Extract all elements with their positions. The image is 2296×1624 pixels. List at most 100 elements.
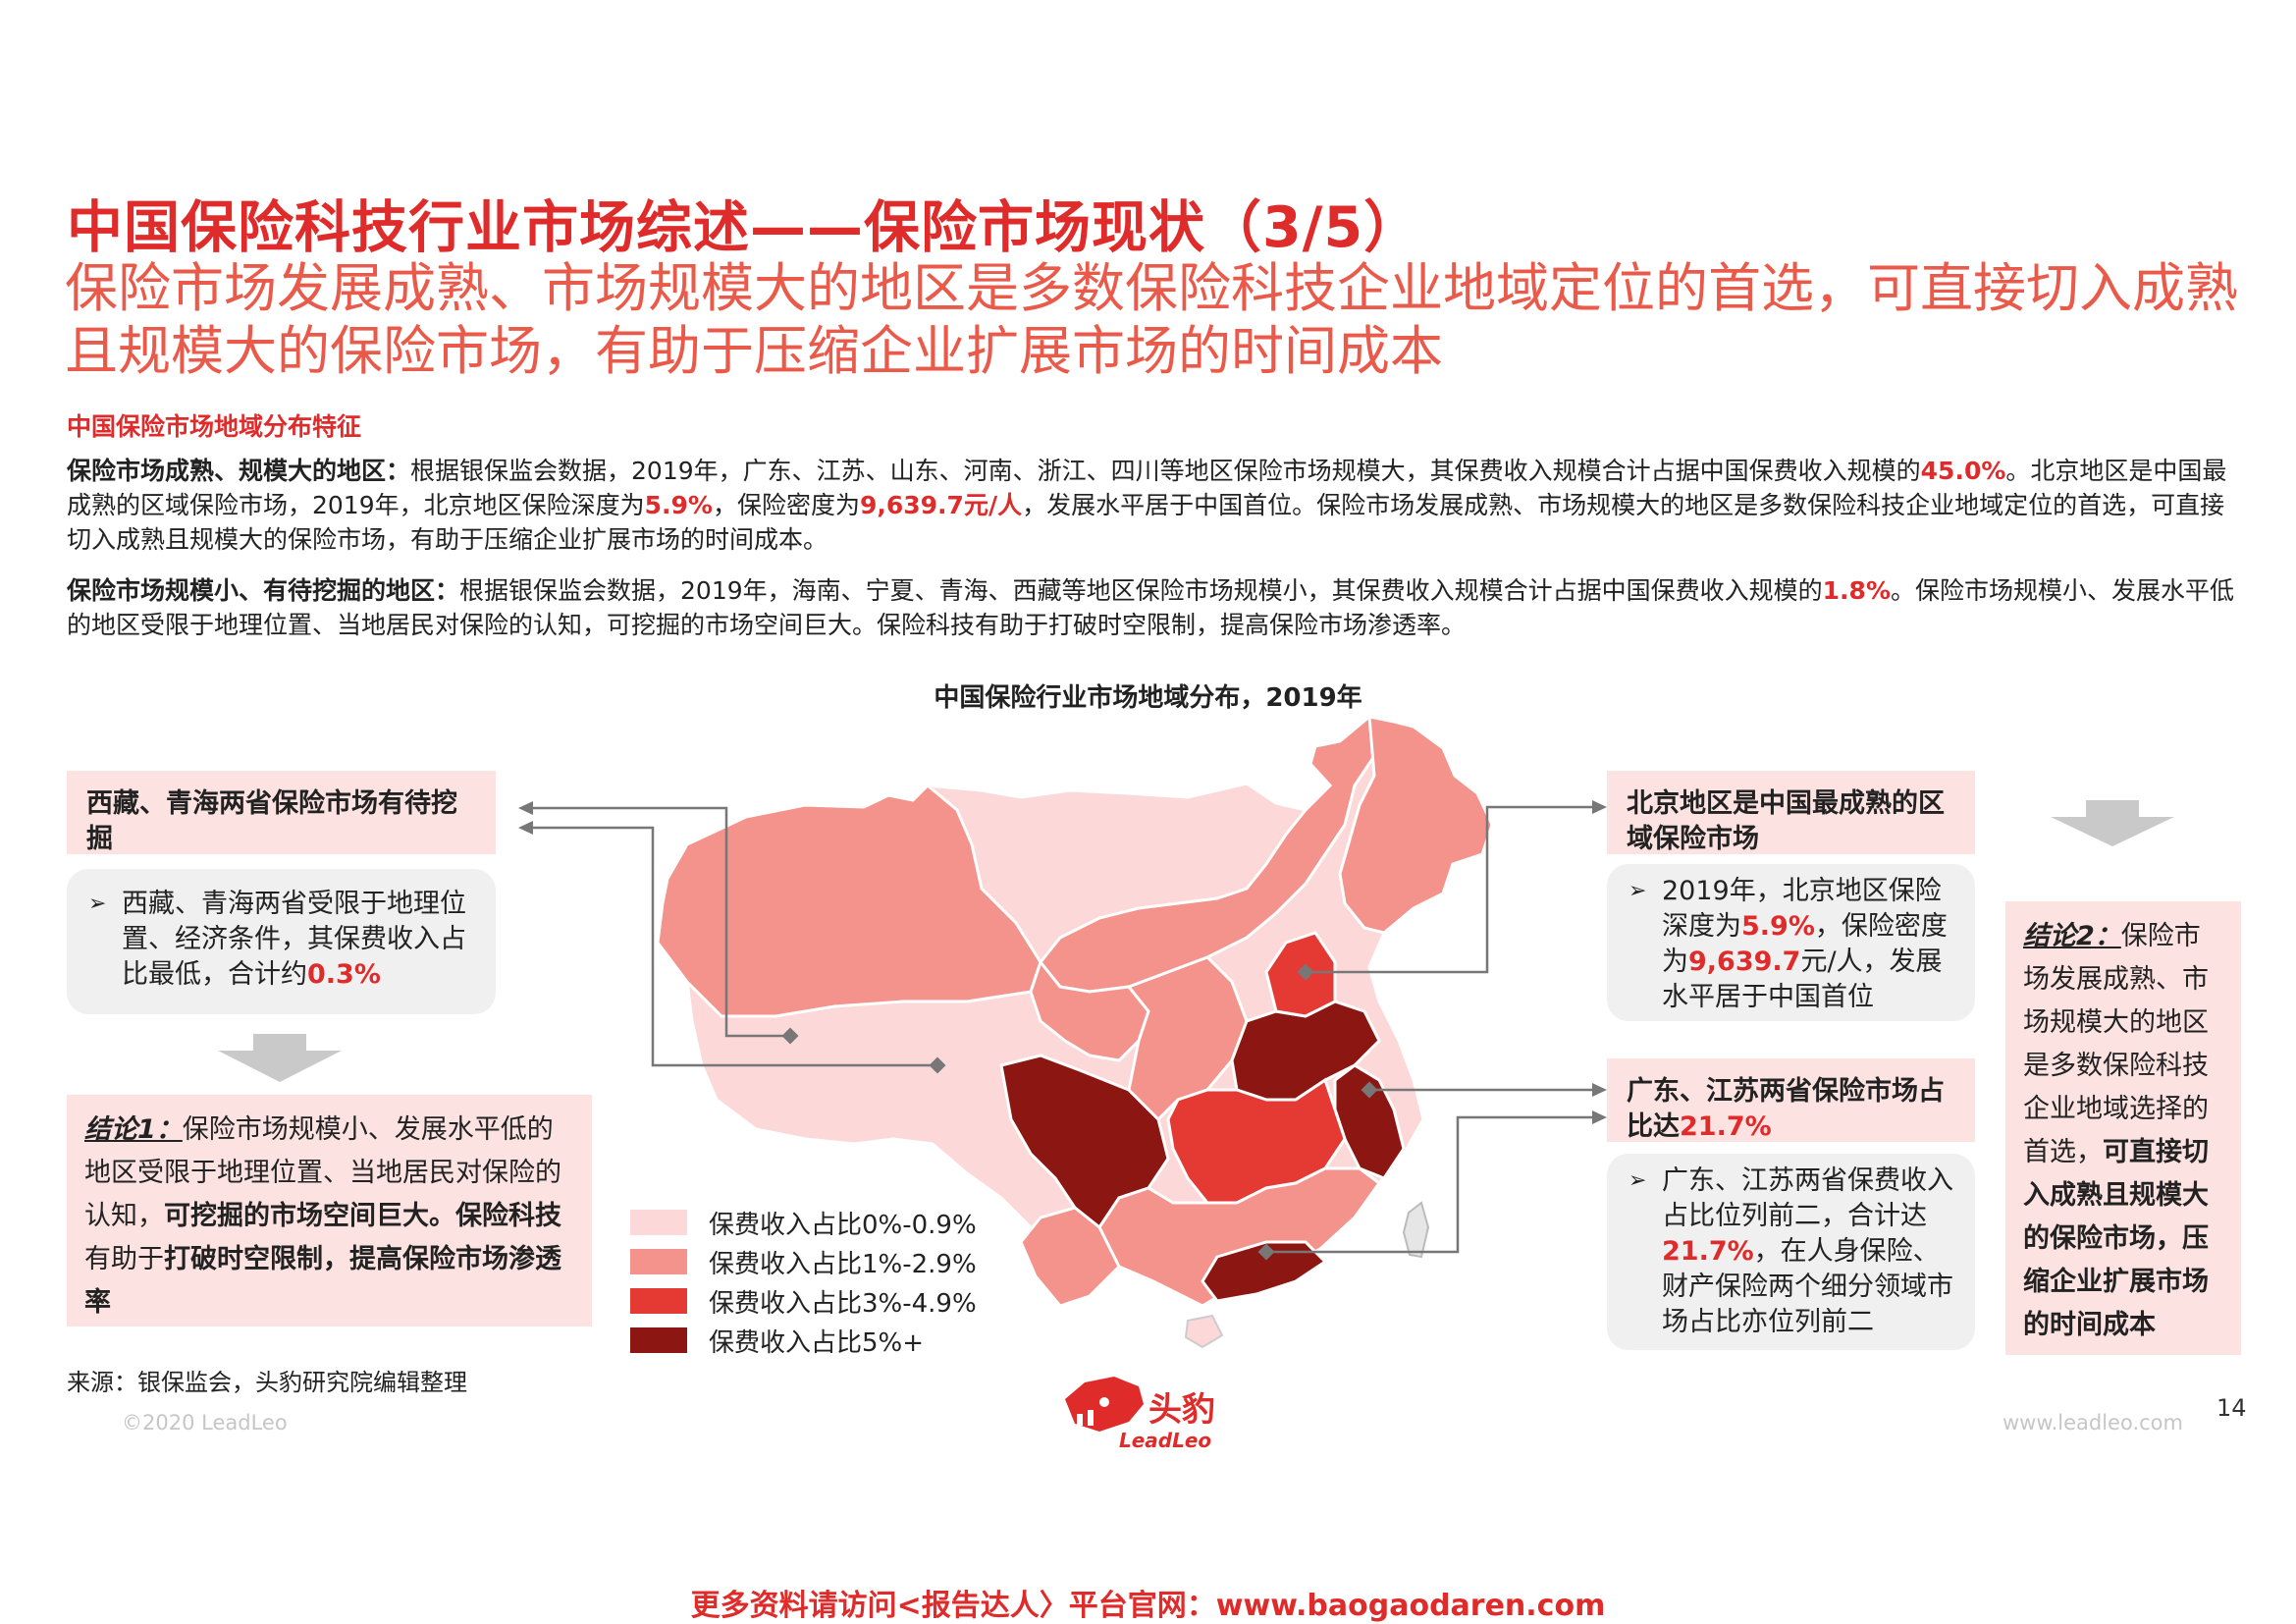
connector-beijing [1306,805,1595,974]
right-b2-number-1: 21.7% [1662,1236,1754,1267]
legend-label-0: 保费收入占比0%-0.9% [709,1210,977,1240]
left-bullet-text-1: 西藏、青海两省受限于地理位置、经济条件，其保费收入占比最低，合计约 [122,889,466,990]
right-header-text-2: 广东、江苏两省保险市场占比达 [1627,1076,1945,1142]
legend-swatch-3 [630,1327,687,1353]
legend-label-1: 保费收入占比1%-2.9% [709,1249,977,1279]
page-title: 中国保险科技行业市场综述——保险市场现状（3/5） [67,195,1421,260]
para1-lead: 保险市场成熟、规模大的地区： [67,457,411,485]
arrow-head-5 [1592,1110,1607,1124]
para1-text4: ，发展水平居于中国首位。保险市场发展成熟、市场规模大的地区是多数保险科技企业地域… [67,491,2225,554]
arrow-head-2 [518,821,533,835]
connector-dot-3 [1297,963,1314,981]
logo-en-text: LeadLeo [1119,1429,1212,1452]
bullet-arrow-icon: ➢ [88,892,107,916]
legend-label-2: 保费收入占比3%-4.9% [709,1288,977,1319]
region-yunnan [1019,1206,1121,1308]
leadleo-logo-icon [1065,1377,1144,1432]
left-bullet-text: 西藏、青海两省受限于地理位置、经济条件，其保费收入占比最低，合计约0.3% [122,887,474,993]
paragraph-small-markets: 保险市场规模小、有待挖掘的地区：根据银保监会数据，2019年，海南、宁夏、青海、… [67,573,2246,642]
right-b2-text-2: ，在人身保险、财产保险两个细分领域市场占比亦位列前二 [1662,1236,1953,1337]
para1-number3: 9,639.7元/人 [859,491,1023,519]
left-bullet-row: ➢ 西藏、青海两省受限于地理位置、经济条件，其保费收入占比最低，合计约0.3% [88,887,474,993]
conclusion-1-text-2: 有助于 [84,1244,164,1274]
region-south [1097,1166,1382,1308]
left-bullet-number: 0.3% [307,959,381,990]
copyright: ©2020 LeadLeo [122,1411,288,1435]
para2-text1: 根据银保监会数据，2019年，海南、宁夏、青海、西藏等地区保险市场规模小，其保费… [459,576,1823,605]
para1-text2: 。北京地区是中国最成熟的区域保险市场，2019年，北京地区保险深度为 [67,457,2227,519]
right-bullet-row-2: ➢ 广东、江苏两省保费收入占比位列前二，合计达 21.7%，在人身保险、财产保险两… [1629,1164,1953,1340]
para1-number1: 45.0% [1920,457,2006,485]
region-hainan [1184,1314,1224,1349]
legend-swatch-1 [630,1249,687,1274]
connector-qinghai [530,806,790,1038]
conclusion-1-title: 结论1： [84,1114,183,1145]
region-xinjiang [656,783,1042,1018]
right-b2-text-1: 广东、江苏两省保费收入占比位列前二，合计达 [1662,1165,1953,1231]
right-b1-number-1: 5.9% [1741,911,1815,942]
left-bullet-box: ➢ 西藏、青海两省受限于地理位置、经济条件，其保费收入占比最低，合计约0.3% [67,869,496,1014]
right-header-number-2: 21.7% [1680,1111,1772,1142]
arrow-head-1 [518,801,533,815]
conclusion-2-text: 保险市场发展成熟、市场规模大的地区是多数保险科技企业地域选择的首选， [2023,921,2209,1167]
region-taiwan [1402,1201,1430,1259]
conclusion-2-bold: 可直接切入成熟且规模大的保险市场，压缩企业扩展市场的时间成本 [2023,1137,2209,1340]
right-b1-text-2: ，保险密度为 [1662,911,1948,977]
region-northeast [1338,715,1494,935]
conclusion-1-bold-2: 打破时空限制，提高保险市场渗透率 [84,1244,561,1318]
arrow-head-3 [1592,800,1607,814]
chart-title: 中国保险行业市场地域分布，2019年 [934,683,1362,713]
right-header-box-1: 北京地区是中国最成熟的区域保险市场 [1607,771,1975,854]
legend-swatch-0 [630,1210,687,1235]
section-label: 中国保险市场地域分布特征 [67,412,362,441]
region-gansu [1029,958,1150,1062]
right-bullet-row-1: ➢ 2019年，北京地区保险深度为5.9%，保险密度为9,639.7元/人，发展… [1629,874,1953,1015]
connector-tibet [530,826,937,1067]
para2-lead: 保险市场规模小、有待挖掘的地区： [67,576,460,605]
conclusion-1-bold-1: 可挖掘的市场空间巨大。保险科技 [164,1201,561,1231]
connector-dot-4 [1361,1081,1378,1099]
right-bullet-text-2: 广东、江苏两省保费收入占比位列前二，合计达 21.7%，在人身保险、财产保险两个细… [1662,1164,1953,1340]
legend-swatch-2 [630,1288,687,1314]
right-bullet-box-2: ➢ 广东、江苏两省保费收入占比位列前二，合计达 21.7%，在人身保险、财产保险两… [1607,1154,1975,1350]
legend-item-2: 保费收入占比3%-4.9% [630,1281,977,1321]
paragraph-large-markets: 保险市场成熟、规模大的地区：根据银保监会数据，2019年，广东、江苏、山东、河南… [67,454,2246,557]
down-arrow-left-icon [218,1034,342,1082]
connector-dot-2 [929,1056,946,1074]
para2-number1: 1.8% [1822,576,1891,605]
footer-promo-link[interactable]: 更多资料请访问<报告达人〉平台官网：www.baogaodaren.com [690,1589,1606,1623]
para2-text2: 。保险市场规模小、发展水平低的地区受限于地理位置、当地居民对保险的认知，可挖掘的… [67,576,2235,639]
conclusion-2-box: 结论2：保险市场发展成熟、市场规模大的地区是多数保险科技企业地域选择的首选，可直… [2005,901,2241,1355]
arrow-head-4 [1592,1083,1607,1097]
down-arrow-right-icon [2051,800,2174,846]
connector-dot-1 [781,1027,799,1045]
logo-cn-text: 头豹 [1148,1390,1215,1430]
right-header-text-1: 北京地区是中国最成熟的区域保险市场 [1627,788,1945,854]
right-header-box-2: 广东、江苏两省保险市场占比达21.7% [1607,1058,1975,1142]
right-bullet-text-1: 2019年，北京地区保险深度为5.9%，保险密度为9,639.7元/人，发展水平… [1662,874,1953,1015]
region-guangdong [1201,1240,1328,1303]
conclusion-1-box: 结论1：保险市场规模小、发展水平低的地区受限于地理位置、当地居民对保险的认知，可… [67,1095,592,1326]
left-header-text: 西藏、青海两省保险市场有待挖掘 [86,788,457,854]
page-subtitle: 保险市场发展成熟、市场规模大的地区是多数保险科技企业地域定位的首选，可直接切入成… [65,257,2238,382]
para1-number2: 5.9% [644,491,713,519]
bullet-arrow-icon: ➢ [1629,1168,1647,1193]
right-b1-number-2: 9,639.7 [1688,947,1801,977]
connector-dot-5 [1257,1243,1275,1261]
para1-text1: 根据银保监会数据，2019年，广东、江苏、山东、河南、浙江、四川等地区保险市场规… [410,457,1921,485]
legend-item-0: 保费收入占比0%-0.9% [630,1203,977,1242]
legend-label-3: 保费收入占比5%+ [709,1327,925,1358]
legend-item-3: 保费收入占比5%+ [630,1321,977,1360]
bullet-arrow-icon: ➢ [1629,879,1647,903]
right-bullet-box-1: ➢ 2019年，北京地区保险深度为5.9%，保险密度为9,639.7元/人，发展… [1607,864,1975,1021]
page-number: 14 [2216,1394,2247,1422]
connector-guangdong [1266,1115,1595,1254]
conclusion-2-title: 结论2： [2023,921,2121,951]
right-b1-text-1: 2019年，北京地区保险深度为 [1662,876,1942,942]
para1-text3: ，保险密度为 [712,491,860,519]
map-legend: 保费收入占比0%-0.9% 保费收入占比1%-2.9% 保费收入占比3%-4.9… [630,1203,977,1360]
website: www.leadleo.com [2002,1411,2183,1435]
legend-item-1: 保费收入占比1%-2.9% [630,1242,977,1281]
left-header-box: 西藏、青海两省保险市场有待挖掘 [67,771,496,854]
